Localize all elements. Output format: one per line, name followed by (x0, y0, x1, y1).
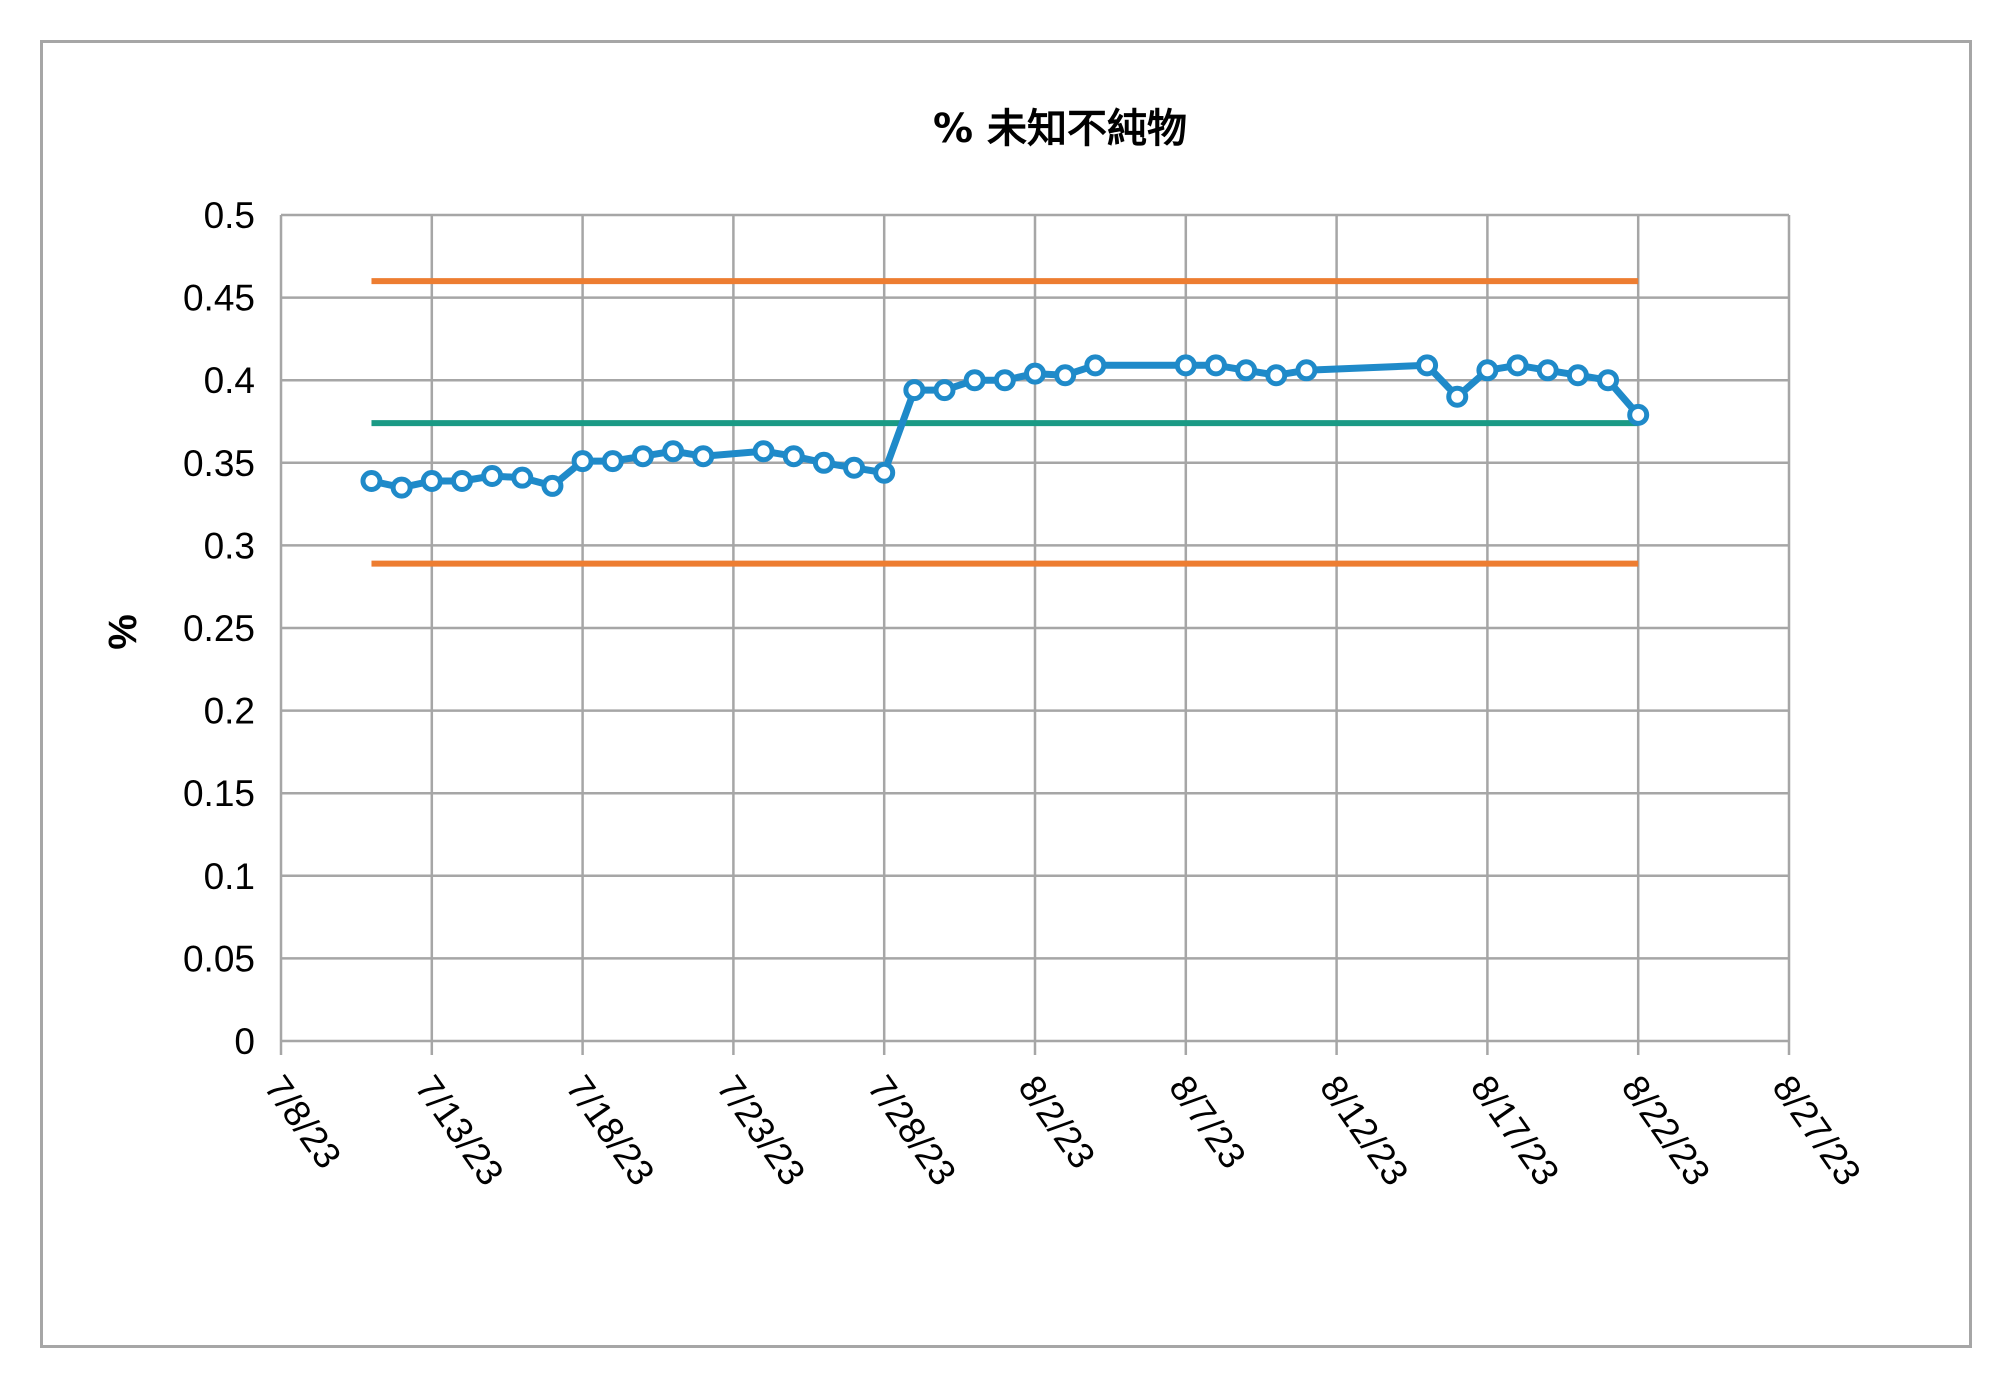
data-point-marker (1476, 359, 1499, 382)
data-series (360, 354, 1650, 499)
chart-frame (40, 40, 1972, 1348)
data-point-marker (541, 474, 564, 497)
data-point-marker (1084, 354, 1107, 377)
x-tick-label: 8/22/23 (1614, 1068, 1718, 1193)
data-point-marker (843, 456, 866, 479)
data-point-marker (1024, 362, 1046, 385)
y-tick-label: 0.45 (183, 278, 255, 319)
x-tick-label: 8/12/23 (1312, 1068, 1416, 1193)
y-axis-title: % (101, 614, 145, 650)
data-point-marker (1295, 359, 1318, 382)
data-point-marker (1204, 354, 1227, 377)
chart-title: % 未知不純物 (933, 106, 1187, 152)
data-point-marker (481, 465, 504, 488)
data-point-marker (631, 445, 654, 468)
y-tick-label: 0.05 (183, 938, 255, 979)
x-tick-label: 7/28/23 (860, 1068, 964, 1193)
y-tick-label: 0 (234, 1021, 255, 1062)
x-tick-label: 8/17/23 (1463, 1068, 1567, 1193)
y-tick-label: 0.5 (204, 195, 255, 236)
y-tick-label: 0.35 (183, 443, 255, 484)
data-point-marker (933, 379, 956, 402)
x-tick-label: 8/2/23 (1010, 1068, 1103, 1176)
data-point-marker (420, 469, 443, 492)
y-tick-label: 0.3 (204, 525, 255, 566)
data-point-marker (1054, 364, 1077, 387)
x-tick-label: 7/23/23 (709, 1068, 813, 1193)
data-point-marker (360, 469, 383, 492)
reference-lines (371, 278, 1639, 567)
data-point-marker (782, 445, 805, 468)
data-point-marker (662, 440, 685, 463)
data-point-marker (1174, 354, 1197, 377)
x-tick-label: 8/27/23 (1764, 1068, 1868, 1193)
y-tick-label: 0.25 (183, 608, 255, 649)
data-point-marker (752, 440, 775, 463)
y-tick-label: 0.15 (183, 773, 255, 814)
x-axis-ticks: 7/8/23 7/13/23 7/18/23 7/23/23 7/28/23 8/2/23… (256, 1068, 1868, 1193)
data-point-marker (1566, 364, 1589, 387)
y-tick-label: 0.4 (204, 360, 255, 401)
data-point-marker (963, 369, 986, 392)
data-point-marker (873, 461, 896, 484)
data-point-marker (692, 445, 715, 468)
gridlines (279, 213, 1791, 1055)
data-point-marker (511, 466, 534, 489)
y-tick-label: 0.2 (204, 691, 255, 732)
data-point-marker (1536, 359, 1559, 382)
data-point-marker (1506, 354, 1529, 377)
data-point-marker (571, 450, 594, 473)
data-point-marker (1627, 403, 1650, 426)
data-point-marker (1416, 354, 1439, 377)
data-point-marker (812, 451, 835, 474)
x-tick-label: 7/18/23 (558, 1068, 662, 1193)
data-point-marker (390, 476, 413, 499)
x-tick-label: 7/8/23 (256, 1068, 349, 1176)
data-point-marker (993, 369, 1016, 392)
data-point-marker (450, 469, 473, 492)
y-tick-label: 0.1 (204, 856, 255, 897)
data-point-marker (1265, 364, 1288, 387)
data-point-marker (1597, 369, 1620, 392)
x-tick-label: 8/7/23 (1161, 1068, 1254, 1176)
data-point-marker (903, 379, 926, 402)
data-point-marker (1446, 385, 1469, 408)
data-point-marker (1235, 359, 1258, 382)
y-axis-ticks: 0 0.05 0.1 0.15 0.2 0.25 0.3 0.35 0.4 0.45 0.5 (183, 195, 255, 1062)
x-tick-label: 7/13/23 (407, 1068, 511, 1193)
data-point-marker (601, 450, 624, 473)
